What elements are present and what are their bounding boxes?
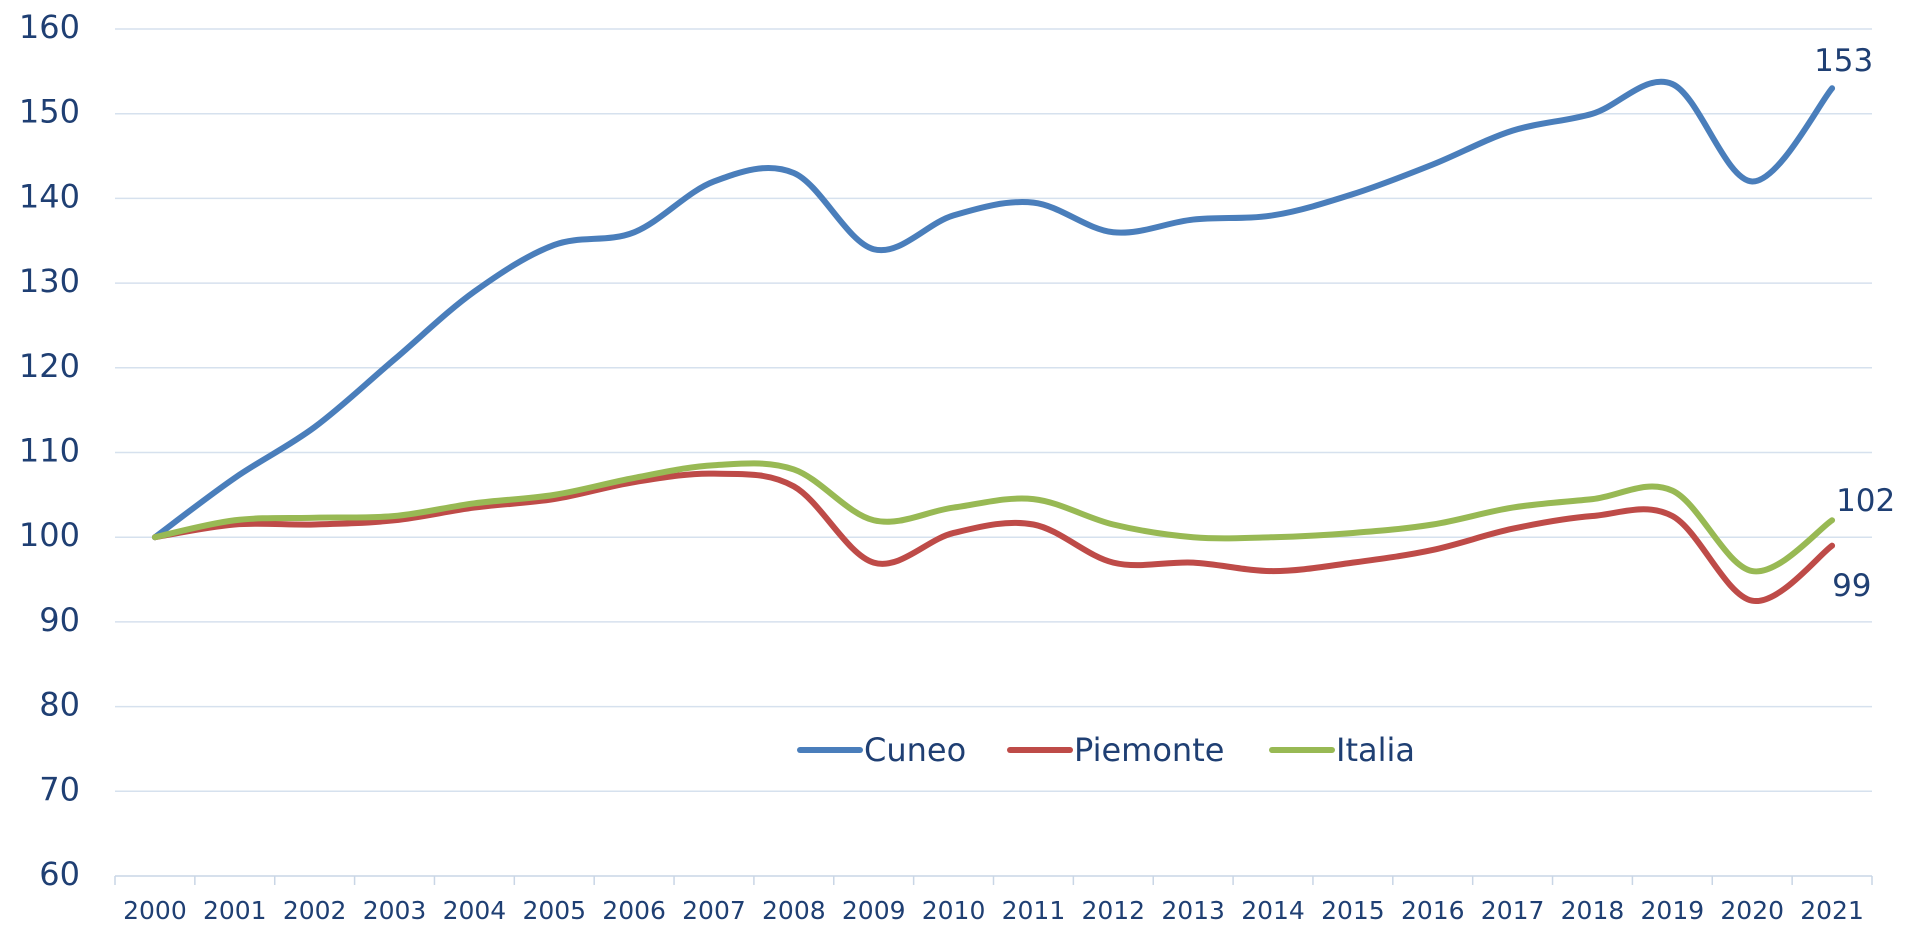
y-tick-label: 120 <box>19 347 80 385</box>
x-tick-label: 2001 <box>203 896 267 925</box>
x-tick-label: 2018 <box>1561 896 1625 925</box>
x-tick-label: 2012 <box>1081 896 1145 925</box>
y-tick-label: 70 <box>39 770 80 808</box>
y-tick-label: 90 <box>39 601 80 639</box>
y-tick-label: 100 <box>19 516 80 554</box>
y-tick-label: 60 <box>39 855 80 893</box>
series-line <box>151 78 1836 541</box>
data-label: 153 <box>1814 43 1873 79</box>
x-tick-label: 2013 <box>1161 896 1225 925</box>
x-tick-label: 2016 <box>1401 896 1465 925</box>
y-tick-label: 80 <box>39 686 80 724</box>
x-tick-label: 2011 <box>1002 896 1066 925</box>
y-tick-label: 140 <box>19 177 80 215</box>
x-tick-label: 2020 <box>1720 896 1784 925</box>
x-tick-label: 2002 <box>283 896 347 925</box>
y-tick-label: 160 <box>19 8 80 46</box>
x-tick-label: 2009 <box>842 896 906 925</box>
x-tick-label: 2021 <box>1800 896 1864 925</box>
x-tick-label: 2004 <box>443 896 507 925</box>
x-tick-label: 2007 <box>682 896 746 925</box>
x-tick-label: 2019 <box>1641 896 1705 925</box>
x-tick-label: 2000 <box>123 896 187 925</box>
data-label: 102 <box>1836 483 1895 519</box>
x-tick-label: 2006 <box>602 896 666 925</box>
legend-label: Piemonte <box>1074 731 1224 769</box>
x-tick-label: 2015 <box>1321 896 1385 925</box>
x-tick-label: 2005 <box>522 896 586 925</box>
y-tick-label: 110 <box>19 432 80 470</box>
legend-label: Italia <box>1336 731 1415 769</box>
x-tick-label: 2017 <box>1481 896 1545 925</box>
series-line <box>151 470 1836 604</box>
series-line <box>151 460 1836 575</box>
y-tick-label: 150 <box>19 93 80 131</box>
data-label: 99 <box>1832 568 1871 604</box>
x-tick-label: 2008 <box>762 896 826 925</box>
legend-label: Cuneo <box>864 731 966 769</box>
x-tick-label: 2003 <box>363 896 427 925</box>
x-tick-label: 2014 <box>1241 896 1305 925</box>
y-tick-label: 130 <box>19 262 80 300</box>
x-tick-label: 2010 <box>922 896 986 925</box>
